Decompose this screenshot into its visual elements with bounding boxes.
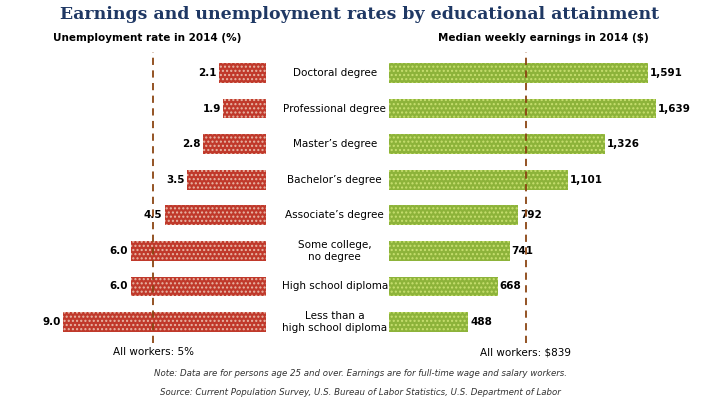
Bar (389, 99, 656, 119)
Bar (389, 312, 468, 332)
Bar (219, 63, 266, 83)
Bar (389, 134, 605, 154)
Text: Less than a
high school diploma: Less than a high school diploma (282, 311, 387, 333)
Text: 1,591: 1,591 (650, 68, 683, 78)
Text: 3.5: 3.5 (166, 175, 185, 185)
Text: 6.0: 6.0 (110, 281, 128, 291)
Bar (223, 99, 266, 119)
Text: Median weekly earnings in 2014 ($): Median weekly earnings in 2014 ($) (438, 33, 649, 43)
Text: 1,326: 1,326 (607, 139, 640, 149)
Bar (130, 241, 266, 261)
Bar (187, 170, 266, 190)
Bar (389, 241, 510, 261)
Bar (130, 241, 266, 261)
Bar (165, 205, 266, 225)
Text: 1.9: 1.9 (203, 104, 221, 114)
Text: 668: 668 (500, 281, 521, 291)
Bar (130, 277, 266, 296)
Text: 4.5: 4.5 (144, 210, 162, 220)
Bar (389, 205, 518, 225)
Text: Source: Current Population Survey, U.S. Bureau of Labor Statistics, U.S. Departm: Source: Current Population Survey, U.S. … (160, 388, 560, 397)
Text: High school diploma: High school diploma (282, 281, 388, 291)
Bar (203, 134, 266, 154)
Text: Earnings and unemployment rates by educational attainment: Earnings and unemployment rates by educa… (60, 6, 660, 23)
Bar (389, 241, 510, 261)
Bar (165, 205, 266, 225)
Text: Master’s degree: Master’s degree (292, 139, 377, 149)
Bar (389, 170, 568, 190)
Bar (219, 63, 266, 83)
Text: Note: Data are for persons age 25 and over. Earnings are for full-time wage and : Note: Data are for persons age 25 and ov… (153, 369, 567, 378)
Text: All workers: 5%: All workers: 5% (113, 348, 194, 358)
Bar (389, 312, 468, 332)
Bar (187, 170, 266, 190)
Bar (389, 63, 648, 83)
Text: Some college,
no degree: Some college, no degree (298, 240, 372, 262)
Bar (389, 277, 498, 296)
Text: 9.0: 9.0 (42, 317, 60, 327)
Bar (223, 99, 266, 119)
Text: Professional degree: Professional degree (284, 104, 386, 114)
Text: 6.0: 6.0 (110, 246, 128, 256)
Bar (389, 99, 656, 119)
Text: All workers: $839: All workers: $839 (480, 348, 571, 358)
Text: 1,639: 1,639 (658, 104, 690, 114)
Bar (389, 134, 605, 154)
Text: 741: 741 (511, 246, 534, 256)
Bar (63, 312, 266, 332)
Bar (389, 205, 518, 225)
Text: 792: 792 (520, 210, 541, 220)
Text: 1,101: 1,101 (570, 175, 603, 185)
Text: 488: 488 (470, 317, 492, 327)
Text: 2.1: 2.1 (198, 68, 217, 78)
Text: Associate’s degree: Associate’s degree (285, 210, 384, 220)
Bar (389, 63, 648, 83)
Text: Unemployment rate in 2014 (%): Unemployment rate in 2014 (%) (53, 33, 242, 43)
Bar (203, 134, 266, 154)
Text: Bachelor’s degree: Bachelor’s degree (287, 175, 382, 185)
Bar (389, 170, 568, 190)
Bar (389, 277, 498, 296)
Bar (130, 277, 266, 296)
Text: Doctoral degree: Doctoral degree (293, 68, 377, 78)
Text: 2.8: 2.8 (182, 139, 201, 149)
Bar (63, 312, 266, 332)
